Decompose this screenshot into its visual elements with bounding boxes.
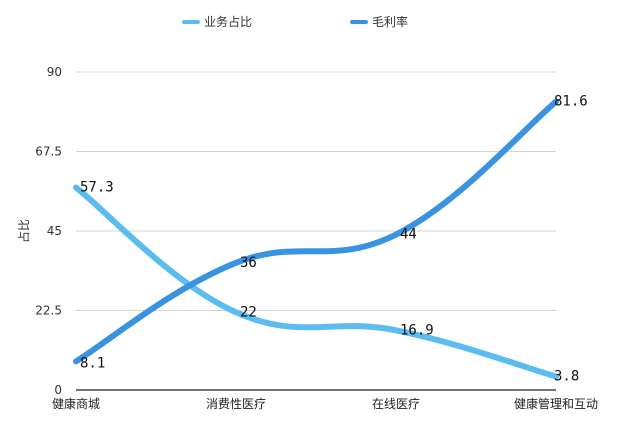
legend-entry: 毛利率 [372,14,408,29]
data-label: 22 [240,304,257,320]
x-tick-label: 健康管理和互动 [514,396,598,411]
gridlines [76,71,556,391]
data-label: 44 [400,227,417,243]
data-label: 81.6 [554,94,588,110]
y-tick-label: 90 [47,65,62,79]
data-label: 57.3 [80,180,114,196]
x-tick-label: 消费性医疗 [206,397,266,411]
y-tick-label: 67.5 [35,145,62,159]
legend: 业务占比 毛利率 [182,14,408,29]
y-tick-label: 45 [47,224,62,238]
legend-entry: 业务占比 [204,14,252,29]
x-tick-labels: 健康商城 消费性医疗 在线医疗 健康管理和互动 [52,396,598,411]
data-label: 16.9 [400,322,434,338]
data-label: 36 [240,255,257,271]
series-line-2 [73,98,559,365]
y-axis-label: 占比 [16,219,31,243]
series-line-1 [73,184,559,380]
data-label: 8.1 [80,355,105,371]
x-tick-label: 在线医疗 [372,397,420,411]
series-lines [73,98,559,380]
data-label: 3.8 [554,369,579,385]
data-labels: 57.3 22 16.9 3.8 8.1 36 44 81.6 [80,94,588,385]
y-tick-labels: 0 22.5 45 67.5 90 [35,65,62,397]
x-tick-label: 健康商城 [52,396,100,411]
y-tick-label: 22.5 [35,304,62,318]
y-tick-label: 0 [54,383,62,397]
